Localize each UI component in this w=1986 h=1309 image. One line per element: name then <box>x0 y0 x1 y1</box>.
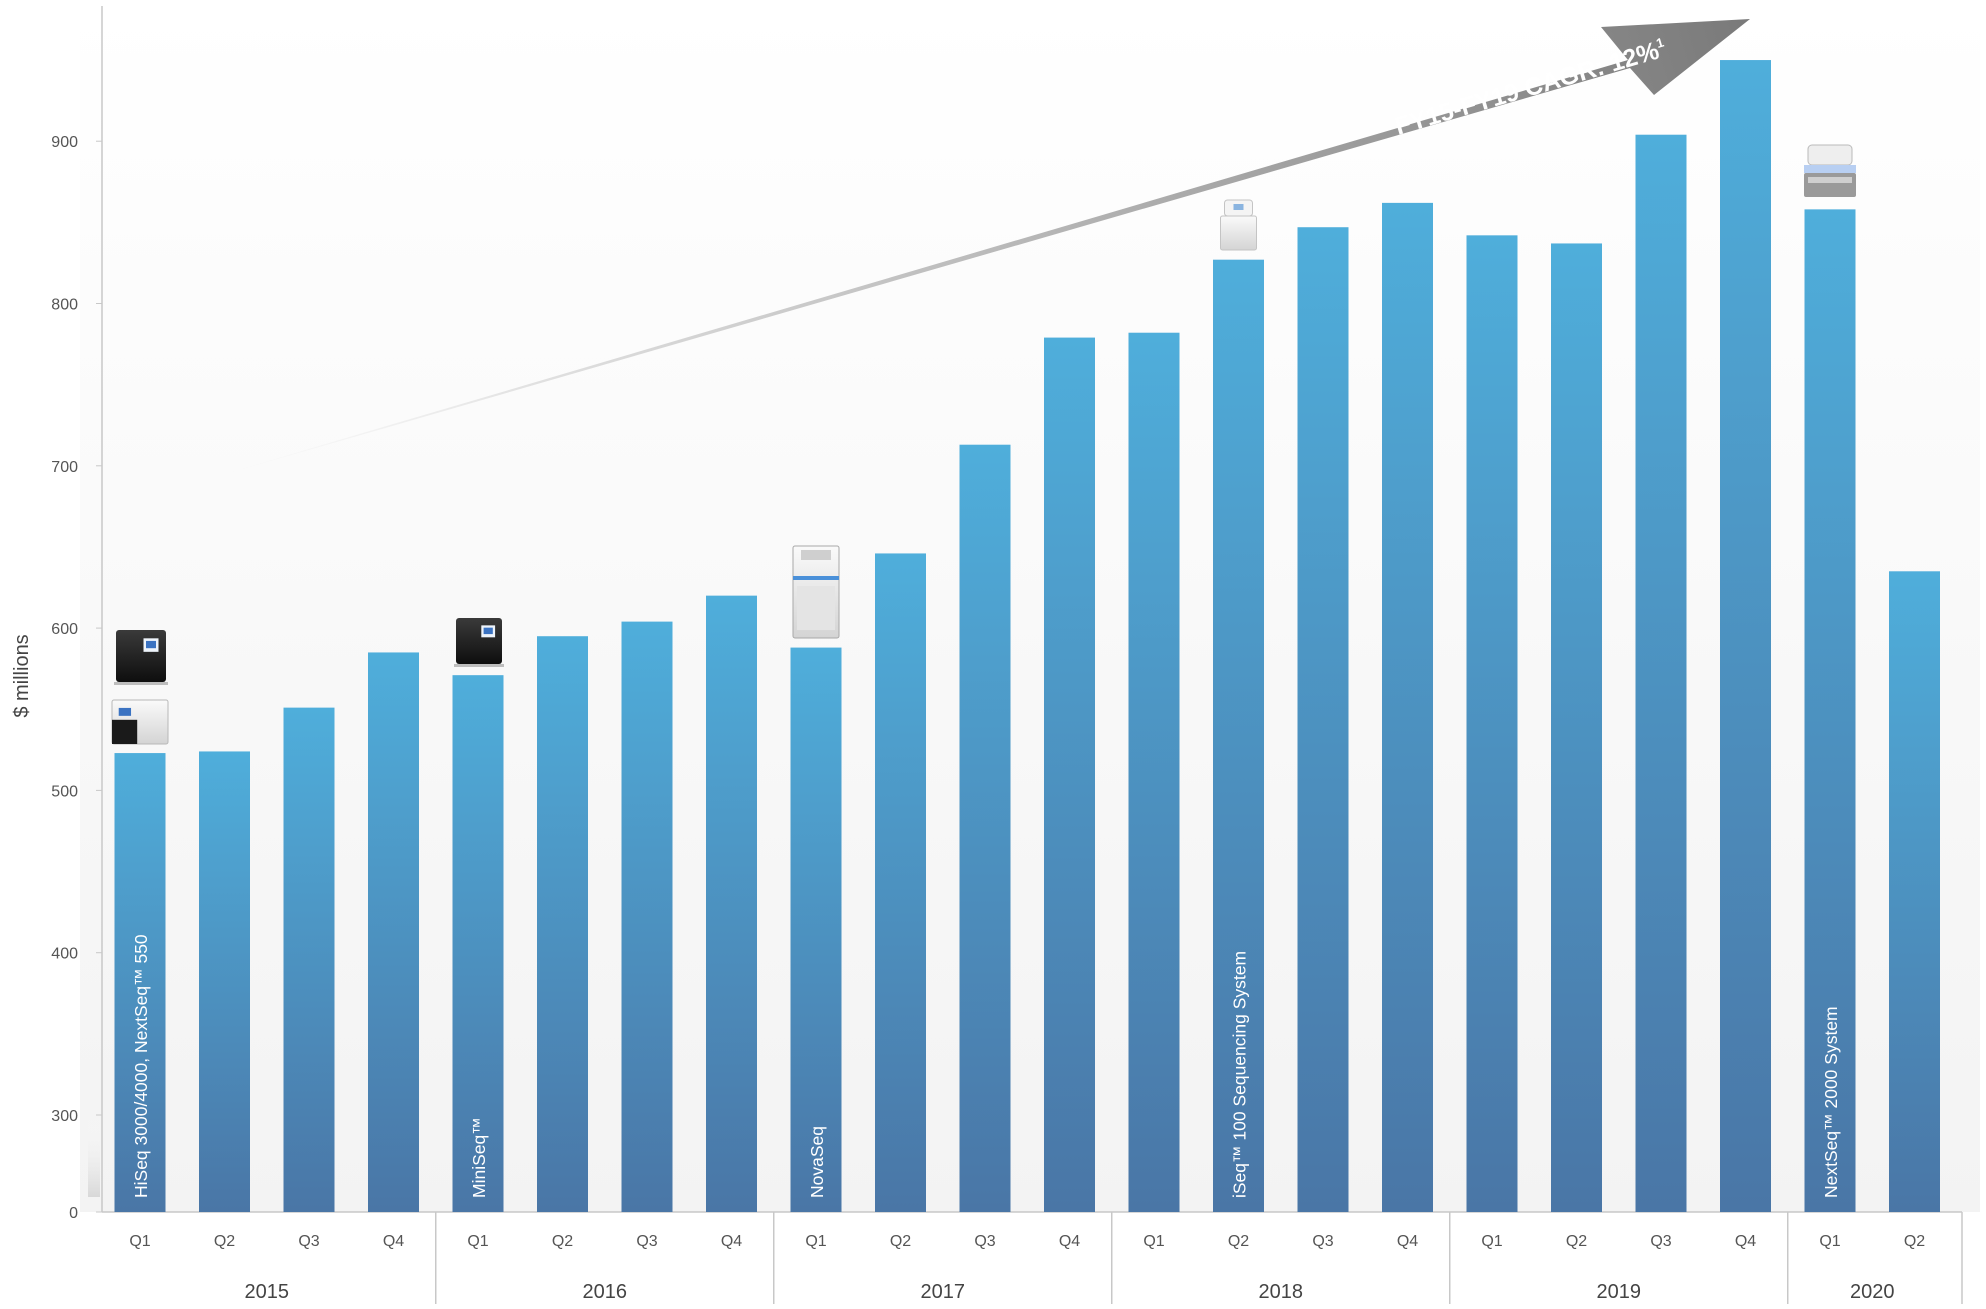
plot-background <box>80 6 1980 1212</box>
year-label: 2017 <box>921 1281 966 1303</box>
x-tick-label: Q2 <box>214 1233 235 1250</box>
novaseq-top <box>801 550 831 560</box>
x-tick-label: Q4 <box>721 1233 742 1250</box>
bar-21 <box>1804 209 1856 1213</box>
hiseq-device-icon-body <box>116 630 166 682</box>
x-tick-label: Q1 <box>467 1233 488 1250</box>
bar-15 <box>1297 227 1349 1212</box>
year-label: 2018 <box>1259 1281 1304 1303</box>
nextseq2000-base <box>1804 173 1856 197</box>
iseq-screen <box>1233 204 1244 210</box>
y-tick-label: 300 <box>51 1108 78 1125</box>
x-tick-label: Q1 <box>1819 1233 1840 1250</box>
bar-annotation: iSeq™ 100 Sequencing System <box>1230 951 1250 1198</box>
hiseq-device-icon-screen-ui <box>146 640 156 649</box>
x-tick-label: Q3 <box>1650 1233 1671 1250</box>
bar-annotation: HiSeq 3000/4000, NextSeq™ 550 <box>131 934 151 1198</box>
nextseq-550-device-icon-screen <box>118 707 132 716</box>
bar-13 <box>1128 332 1180 1212</box>
nextseq2000-light <box>1804 165 1856 173</box>
bar-7 <box>621 621 673 1212</box>
year-label: 2015 <box>245 1281 290 1303</box>
nextseq2000-stripe <box>1808 177 1852 183</box>
bar-10 <box>875 553 926 1212</box>
x-tick-label: Q3 <box>298 1233 319 1250</box>
nextseq2000-top <box>1807 144 1853 166</box>
bar-6 <box>537 636 588 1212</box>
hiseq-device-icon <box>114 630 168 685</box>
novaseq-light-strip <box>793 576 839 580</box>
y-tick-label: 0 <box>69 1205 78 1222</box>
year-label: 2016 <box>583 1281 628 1303</box>
trend-arrow-footnote: 1 <box>1654 35 1665 51</box>
x-tick-label: Q4 <box>1397 1233 1418 1250</box>
y-axis-title: $ millions <box>11 634 33 717</box>
bar-22 <box>1889 571 1940 1212</box>
bar-17 <box>1466 235 1518 1213</box>
nextseq-2000-device-icon <box>1804 144 1856 197</box>
bar-1 <box>114 753 166 1212</box>
novaseq-lower-panel <box>797 586 835 630</box>
x-tick-label: Q1 <box>1143 1233 1164 1250</box>
bar-12 <box>1044 337 1095 1212</box>
miniseq-device-icon-body <box>456 618 502 664</box>
bar-annotation: NextSeq™ 2000 System <box>1821 1006 1841 1198</box>
bar-4 <box>368 652 419 1212</box>
y-axis-break <box>88 1115 100 1197</box>
labels-layer: Q1 Q2 Q3 Q4 Q1 Q2 Q3 Q4 Q1 Q2 Q3 Q4 Q1 Q2 Q3 Q4 Q1 Q2 Q3 Q4… <box>129 934 1925 1303</box>
x-tick-label: Q4 <box>383 1233 404 1250</box>
nextseq-550-device-icon-dark-panel <box>112 719 138 744</box>
bars-layer <box>114 60 1940 1213</box>
bar-20 <box>1720 60 1771 1212</box>
x-tick-label: Q4 <box>1059 1233 1080 1250</box>
year-label: 2019 <box>1597 1281 1642 1303</box>
y-tick-label: 500 <box>51 783 78 800</box>
miniseq-device-icon <box>454 618 504 667</box>
device-icons-layer <box>111 144 1856 745</box>
bar-18 <box>1551 243 1602 1213</box>
bar-2 <box>199 751 250 1212</box>
y-tick-label: 600 <box>51 621 78 638</box>
nextseq-550-device-icon <box>111 699 169 745</box>
x-tick-label: Q2 <box>1566 1233 1587 1250</box>
x-tick-label: Q3 <box>636 1233 657 1250</box>
miniseq-device-icon-screen-ui <box>483 627 493 635</box>
bar-9 <box>790 647 842 1212</box>
x-tick-label: Q2 <box>1228 1233 1249 1250</box>
x-tick-label: Q2 <box>1904 1233 1925 1250</box>
bar-annotation: NovaSeq <box>807 1126 827 1198</box>
bar-14 <box>1213 259 1264 1213</box>
x-tick-label: Q4 <box>1735 1233 1756 1250</box>
bar-3 <box>283 707 335 1212</box>
hiseq-device-icon-base <box>114 682 168 685</box>
bar-19 <box>1635 134 1687 1212</box>
bar-5 <box>452 675 504 1212</box>
x-tick-label: Q3 <box>1312 1233 1333 1250</box>
x-tick-label: Q1 <box>129 1233 150 1250</box>
miniseq-device-icon-base <box>454 664 504 667</box>
y-tick-label: 800 <box>51 297 78 314</box>
bar-11 <box>959 444 1011 1212</box>
novaseq-device-icon <box>792 545 840 639</box>
x-tick-label: Q2 <box>552 1233 573 1250</box>
bar-8 <box>706 595 757 1212</box>
x-tick-label: Q1 <box>805 1233 826 1250</box>
x-tick-label: Q2 <box>890 1233 911 1250</box>
bar-16 <box>1382 202 1433 1212</box>
iseq-body <box>1220 215 1257 251</box>
x-tick-label: Q3 <box>974 1233 995 1250</box>
y-tick-label: 700 <box>51 459 78 476</box>
y-tick-label: 900 <box>51 134 78 151</box>
x-tick-label: Q1 <box>1481 1233 1502 1250</box>
iseq-100-device-icon <box>1220 199 1257 251</box>
year-label: 2020 <box>1850 1281 1895 1303</box>
y-tick-label: 400 <box>51 946 78 963</box>
bar-annotation: MiniSeq™ <box>469 1117 489 1198</box>
